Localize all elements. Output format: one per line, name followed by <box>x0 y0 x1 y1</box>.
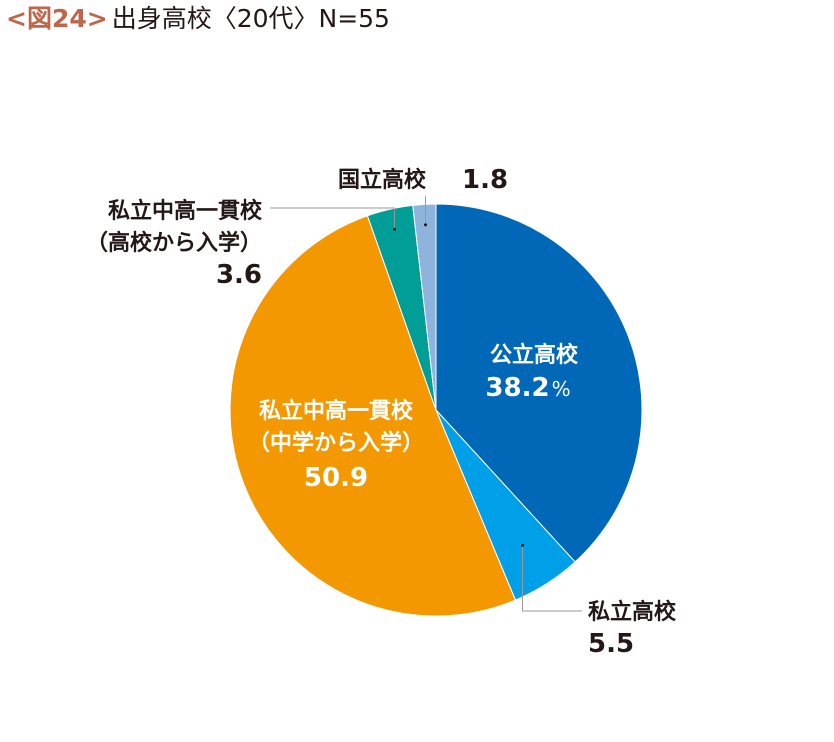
slice-label-private-integrated-middle-line2: （中学から入学） <box>248 430 424 456</box>
pie-slice-public <box>435 203 643 563</box>
slice-label-public: 公立高校 <box>490 342 579 368</box>
leader-lines <box>270 196 582 612</box>
slice-label-private-integrated-high-line2: （高校から入学） <box>86 230 262 256</box>
leader-line-national-dot <box>424 223 427 227</box>
slice-label-private: 私立高校 <box>588 599 677 625</box>
slice-value-national: 1.8 <box>462 165 508 195</box>
leader-line-private-dot <box>521 543 524 547</box>
leader-line-private-integrated-high <box>270 207 395 230</box>
percent-unit: % <box>552 377 571 401</box>
leader-line-private-integrated-high-dot <box>392 227 396 231</box>
slice-label-private-integrated-high-line1: 私立中高一貫校 <box>108 198 263 224</box>
pie-slices <box>229 203 643 617</box>
leader-line-private <box>522 545 582 612</box>
slice-label-national: 国立高校 <box>338 167 427 193</box>
slice-value-public-number: 38.2 <box>485 373 549 403</box>
slice-value-public: 38.2% <box>485 373 570 403</box>
chart-title: <図24> 出身高校〈20代〉N=55 <box>6 2 390 36</box>
title-text: 出身高校〈20代〉N=55 <box>111 4 390 33</box>
slice-value-private: 5.5 <box>588 629 634 659</box>
slice-value-private-integrated-middle: 50.9 <box>304 463 368 493</box>
figure-label: <図24> <box>6 4 108 33</box>
pie-slice-national <box>412 203 437 411</box>
slice-value-private-integrated-high: 3.6 <box>216 260 262 290</box>
pie-slice-private-integrated-middle <box>229 215 517 617</box>
slice-label-private-integrated-middle-line1: 私立中高一貫校 <box>259 398 414 424</box>
